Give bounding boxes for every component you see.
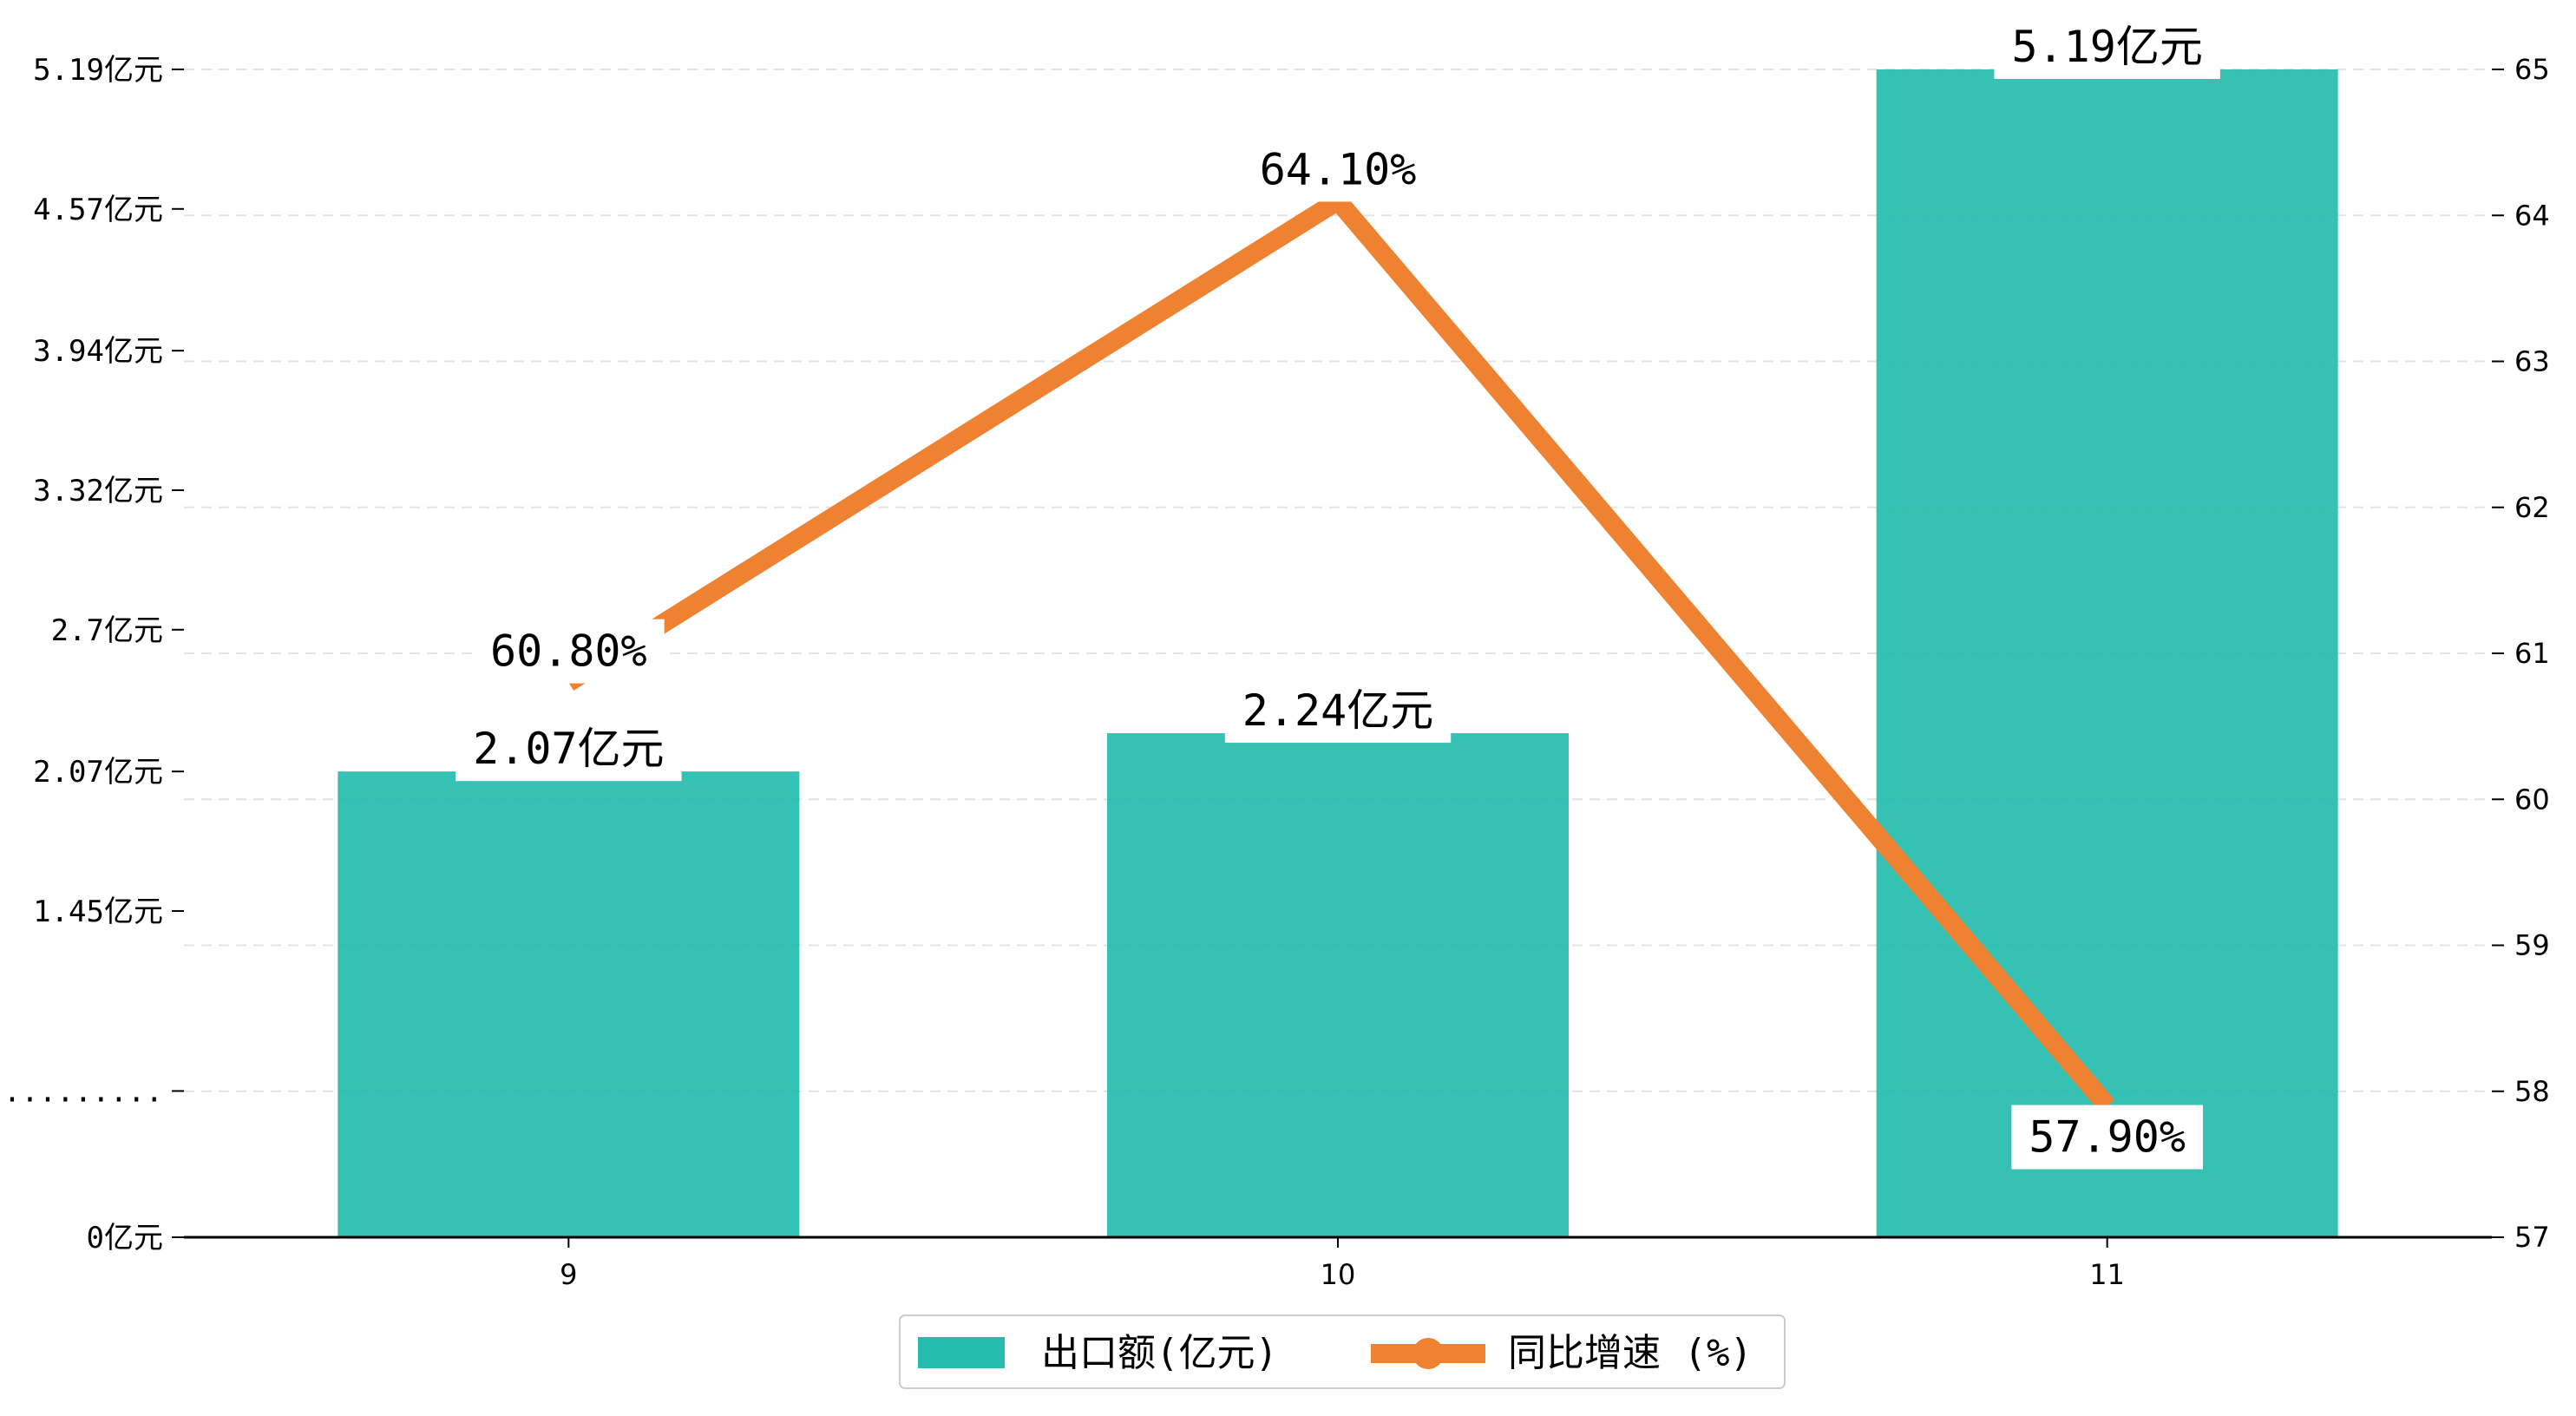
left-tick-label: 3.94亿元	[33, 334, 163, 369]
left-tick-label: 4.57亿元	[33, 193, 163, 227]
data-label-text: 2.07亿元	[473, 724, 664, 774]
right-y-ticks: 57 58 59 60 61 62 63 64 65	[2492, 53, 2550, 1254]
legend-label-bar: 出口额(亿元)	[1041, 1331, 1278, 1375]
right-tick-label: 58	[2514, 1075, 2550, 1108]
x-tick-label: 11	[2089, 1258, 2125, 1291]
bar-value-label: 2.07亿元	[456, 717, 682, 782]
legend-marker	[1413, 1338, 1444, 1369]
data-label-text: 64.10%	[1260, 144, 1417, 194]
legend-swatch-bar	[918, 1337, 1005, 1368]
left-tick-label: .........	[3, 1074, 163, 1109]
right-tick-label: 63	[2514, 345, 2550, 378]
right-tick-label: 62	[2514, 491, 2550, 524]
bar-value-label: 2.24亿元	[1224, 678, 1452, 744]
data-label-text: 60.80%	[490, 626, 647, 677]
bar	[1876, 69, 2338, 1237]
x-tick-label: 9	[560, 1258, 577, 1291]
bar	[1107, 733, 1569, 1237]
legend-label-line: 同比增速 (%)	[1508, 1331, 1753, 1375]
bar	[338, 771, 800, 1237]
line-value-label: 64.10%	[1242, 137, 1434, 202]
legend: 出口额(亿元) 同比增速 (%)	[899, 1314, 1786, 1389]
data-label-text: 57.90%	[2029, 1112, 2186, 1163]
line-value-label: 60.80%	[473, 619, 665, 684]
right-tick-label: 64	[2514, 199, 2550, 232]
right-tick-label: 65	[2514, 53, 2550, 86]
data-label-box	[456, 717, 682, 782]
right-tick-label: 61	[2514, 637, 2550, 670]
left-y-ticks: 0亿元......... 1.45亿元 2.07亿元 2.7亿元 3.32亿元 3.94亿…	[3, 53, 184, 1255]
left-tick-label: 1.45亿元	[33, 895, 163, 929]
right-tick-label: 59	[2514, 929, 2550, 962]
data-label-box	[1224, 678, 1452, 744]
left-tick-label: 5.19亿元	[33, 53, 163, 88]
left-tick-label: 2.07亿元	[33, 755, 163, 790]
line-value-label: 57.90%	[2011, 1105, 2203, 1170]
right-tick-label: 57	[2514, 1221, 2550, 1254]
left-tick-label: 3.32亿元	[33, 474, 163, 508]
data-label-text: 5.19亿元	[2011, 22, 2202, 72]
data-label-box	[1994, 15, 2220, 79]
data-label-box	[1242, 137, 1434, 202]
bar-value-label: 5.19亿元	[1994, 15, 2220, 79]
data-label-text: 2.24亿元	[1242, 685, 1433, 736]
x-tick-label: 10	[1321, 1258, 1356, 1291]
data-labels: 2.07亿元 2.24亿元 5.19亿元 60.80% 64.10% 57.90%	[456, 15, 2220, 1170]
data-label-box	[473, 619, 665, 684]
data-label-box	[2011, 1105, 2203, 1170]
left-tick-label: 2.7亿元	[51, 613, 163, 648]
left-tick-label: 0亿元	[87, 1221, 163, 1255]
right-tick-label: 60	[2514, 783, 2550, 816]
x-ticks: 9 10 11	[560, 1237, 2125, 1291]
legend-box	[899, 1314, 1786, 1389]
bar-series	[338, 69, 2338, 1237]
